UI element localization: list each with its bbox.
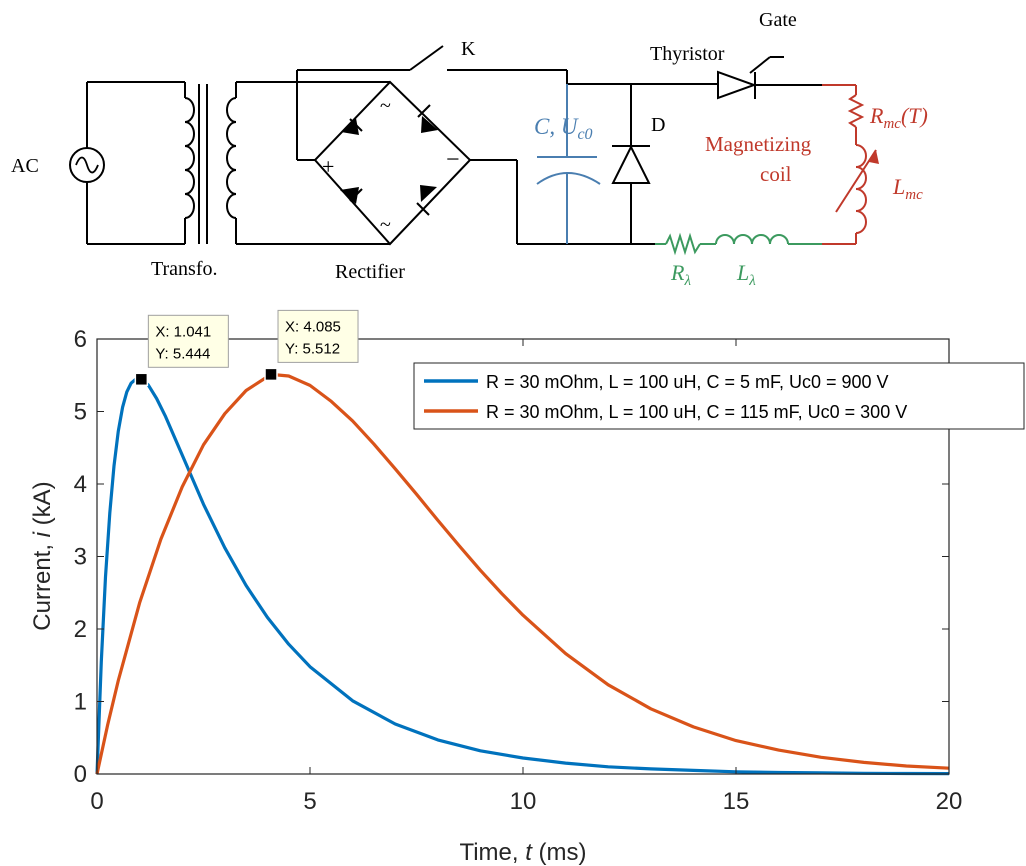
datatip-box-1 xyxy=(147,314,229,368)
legend-entry-2: R = 30 mOhm, L = 100 uH, C = 115 mF, Uc0… xyxy=(486,402,907,422)
current-plot: 0 5 10 15 20 0 1 2 3 4 5 6 X: 1.041 Y: 5.444 X: 4.085… xyxy=(29,309,1025,866)
tilde-sign-bottom: ~ xyxy=(380,214,391,236)
rectifier-label: Rectifier xyxy=(335,261,405,283)
x-tick-label: 20 xyxy=(936,788,963,815)
transformer xyxy=(184,81,390,245)
datatip-layer: X: 1.041 Y: 5.444 X: 4.085 Y: 5.512 xyxy=(134,309,359,387)
coil-label-line1: Magnetizing xyxy=(705,132,812,156)
datatip-y-text: Y: 5.512 xyxy=(285,340,340,357)
x-tick-label: 10 xyxy=(510,788,537,815)
y-tick-label: 4 xyxy=(74,471,87,498)
legend-box xyxy=(413,362,1025,430)
datatip-x-text: X: 1.041 xyxy=(155,323,211,340)
diode-d xyxy=(611,144,651,184)
x-tick-label: 15 xyxy=(723,788,750,815)
capacitor-label: C, Uc0 xyxy=(534,114,593,143)
plus-sign: + xyxy=(322,154,334,179)
x-axis-label: Time, t (ms) xyxy=(459,839,586,866)
y-axis-label: Current, i (kA) xyxy=(29,481,56,630)
circuit-diagram xyxy=(69,45,879,256)
switch-k-label: K xyxy=(461,38,476,60)
y-tick-label: 2 xyxy=(74,616,87,643)
legend-entry-1: R = 30 mOhm, L = 100 uH, C = 5 mF, Uc0 =… xyxy=(486,372,889,392)
y-tick-label: 0 xyxy=(74,761,87,788)
l-lambda-label: Lλ xyxy=(736,260,756,289)
x-tick-label: 5 xyxy=(303,788,316,815)
series-line-1 xyxy=(95,377,950,776)
tilde-sign-top: ~ xyxy=(380,95,391,117)
rectifier-bridge xyxy=(313,80,518,246)
thyristor xyxy=(717,56,822,100)
datatip-y-text: Y: 5.444 xyxy=(155,345,210,362)
switch-k xyxy=(296,45,567,161)
minus-sign: − xyxy=(446,147,460,173)
lmc-label: Lmc xyxy=(892,174,923,203)
series-layer xyxy=(95,372,950,776)
legend: R = 30 mOhm, L = 100 uH, C = 5 mF, Uc0 =… xyxy=(413,362,1025,430)
datatip-marker-1[interactable] xyxy=(134,372,149,387)
y-tick-label: 3 xyxy=(74,544,87,571)
transformer-label: Transfo. xyxy=(151,258,218,280)
ac-label: AC xyxy=(11,155,39,177)
datatip-box-2 xyxy=(277,309,359,363)
tick-layer: 0 5 10 15 20 0 1 2 3 4 5 6 xyxy=(74,326,963,815)
circuit-labels: AC Transfo. Rectifier K Thyristor Gate D… xyxy=(11,9,928,289)
r-lambda-label: Rλ xyxy=(670,260,691,289)
ac-source xyxy=(69,81,185,245)
coil-label-line2: coil xyxy=(760,162,792,186)
y-tick-label: 5 xyxy=(74,399,87,426)
leakage-impedance xyxy=(655,232,822,256)
y-tick-label: 1 xyxy=(74,689,87,716)
datatip-x-text: X: 4.085 xyxy=(285,318,341,335)
series-line-2 xyxy=(95,372,950,775)
rmc-label: Rmc(T) xyxy=(869,103,928,132)
thyristor-label: Thyristor xyxy=(650,43,725,65)
magnetizing-coil xyxy=(822,84,879,245)
gate-label: Gate xyxy=(759,9,797,31)
diode-d-label: D xyxy=(651,114,665,136)
x-tick-label: 0 xyxy=(90,788,103,815)
capacitor xyxy=(536,84,601,244)
datatip-marker-2[interactable] xyxy=(264,367,278,382)
y-tick-label: 6 xyxy=(74,326,87,353)
